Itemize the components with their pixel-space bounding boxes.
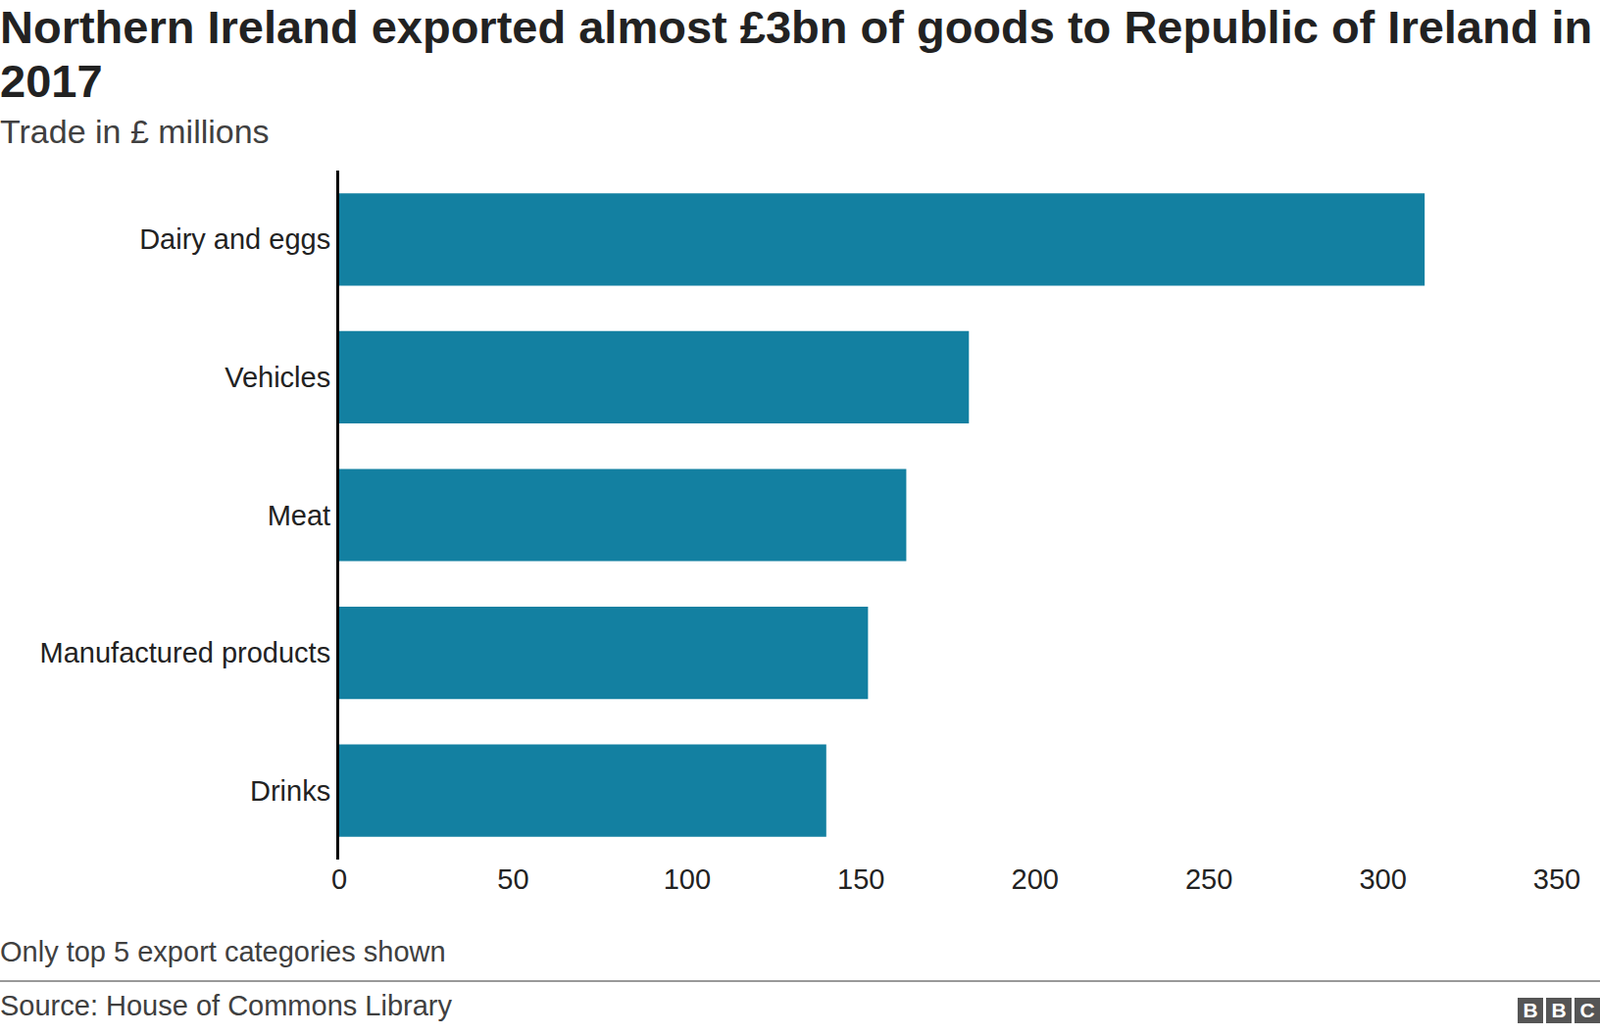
svg-text:Manufactured products: Manufactured products [40, 637, 332, 669]
html-text:B: B [1522, 999, 1538, 1022]
html-text:B: B [1551, 999, 1567, 1022]
svg-text:Meat: Meat [267, 500, 331, 532]
html-text:Only top 5 export categories s: Only top 5 export categories shown [0, 936, 446, 968]
svg-text:100: 100 [663, 863, 711, 896]
svg-text:0: 0 [331, 863, 348, 896]
svg-text:Vehicles: Vehicles [224, 361, 331, 394]
html-text:Northern Ireland exported almo: Northern Ireland exported almost £3bn of… [0, 0, 1593, 107]
svg-text:50: 50 [497, 863, 529, 896]
svg-text:150: 150 [837, 863, 885, 896]
svg-text:250: 250 [1185, 863, 1233, 896]
svg-text:300: 300 [1358, 863, 1406, 896]
svg-text:200: 200 [1011, 863, 1059, 896]
svg-text:Dairy and eggs: Dairy and eggs [139, 223, 331, 255]
html-text:Trade in £ millions: Trade in £ millions [0, 112, 270, 150]
html-text:C: C [1579, 999, 1595, 1022]
svg-text:350: 350 [1533, 863, 1581, 896]
svg-text:Drinks: Drinks [250, 775, 331, 807]
html-text:Source: House of Commons Libra: Source: House of Commons Library [0, 990, 452, 1022]
